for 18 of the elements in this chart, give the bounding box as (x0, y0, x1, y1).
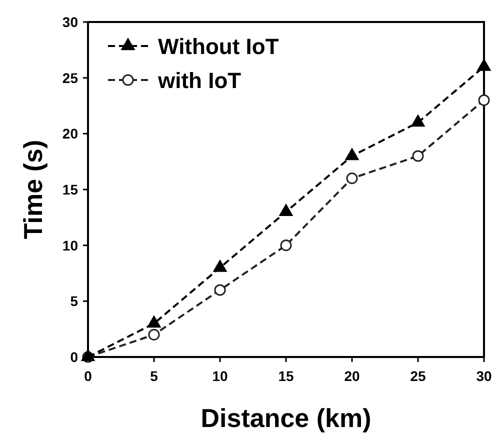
y-axis-title: Time (s) (18, 140, 48, 240)
y-tick-label: 25 (62, 70, 78, 86)
x-tick-label: 30 (476, 368, 492, 384)
x-tick-label: 25 (410, 368, 426, 384)
y-tick-label: 20 (62, 126, 78, 142)
y-tick-label: 30 (62, 14, 78, 30)
y-tick-label: 15 (62, 182, 78, 198)
y-tick-label: 10 (62, 237, 78, 254)
y-tick-label: 5 (70, 293, 78, 310)
y-tick-label: 0 (70, 349, 78, 365)
x-tick-label: 5 (150, 368, 158, 384)
legend-label: with IoT (157, 68, 242, 93)
x-tick-label: 0 (84, 368, 92, 384)
x-tick-label: 10 (212, 368, 228, 384)
x-axis-title: Distance (km) (200, 403, 372, 433)
x-tick-label: 20 (344, 368, 360, 384)
legend-label: Without IoT (158, 34, 280, 59)
x-tick-label: 15 (278, 368, 294, 384)
